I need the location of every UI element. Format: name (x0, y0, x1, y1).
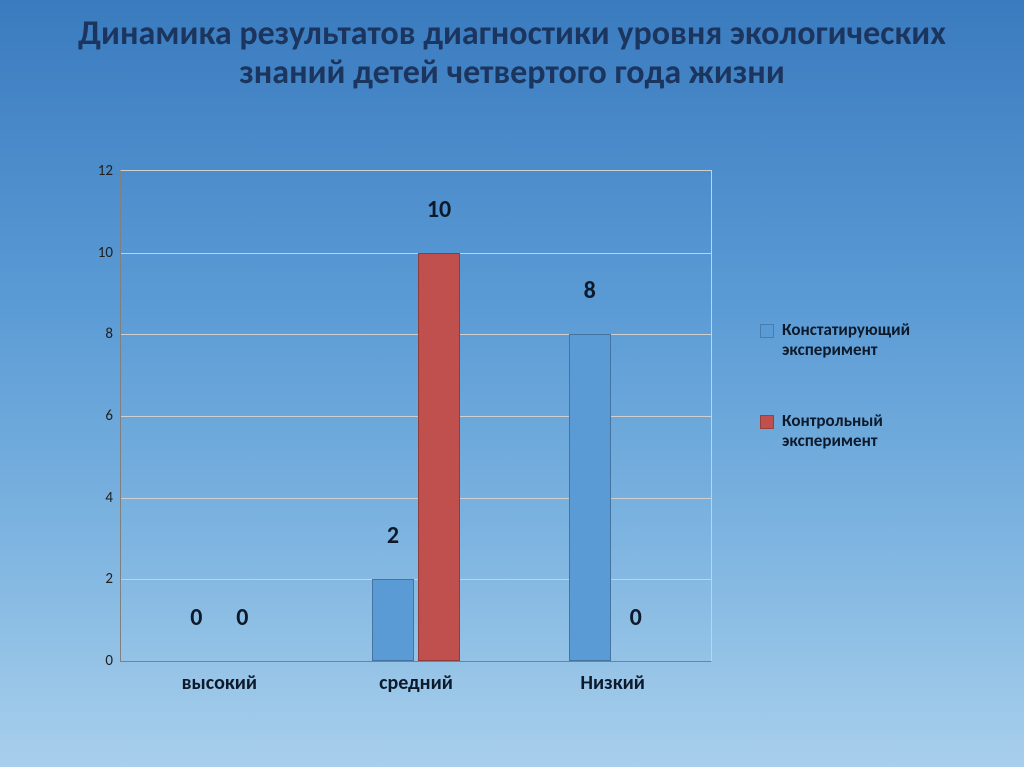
x-category-label: средний (379, 661, 453, 695)
slide: Динамика результатов диагностики уровня … (0, 0, 1024, 767)
gridline (121, 579, 711, 580)
legend: Констатирующий эксперимент Контрольный эк… (760, 320, 942, 502)
y-tick-label: 4 (105, 489, 121, 507)
gridline (121, 253, 711, 254)
bar-value-label: 8 (584, 276, 596, 305)
gridline (121, 416, 711, 417)
y-tick-label: 8 (105, 325, 121, 343)
legend-item: Констатирующий эксперимент (760, 320, 942, 361)
bar-value-label: 0 (630, 603, 642, 632)
gridline (121, 498, 711, 499)
bar (418, 253, 460, 661)
y-tick-label: 2 (105, 570, 121, 588)
y-tick-label: 10 (98, 244, 121, 262)
y-tick-label: 6 (105, 407, 121, 425)
bar-value-label: 2 (387, 521, 399, 550)
x-category-label: Низкий (580, 661, 644, 695)
y-tick-label: 12 (98, 162, 121, 180)
x-category-label: высокий (182, 661, 257, 695)
slide-title: Динамика результатов диагностики уровня … (0, 0, 1024, 92)
chart: 02468101200высокий210средний80Низкий Кон… (60, 170, 960, 730)
legend-label: Контрольный эксперимент (782, 411, 942, 452)
legend-swatch (760, 324, 774, 338)
plot-area: 02468101200высокий210средний80Низкий (120, 170, 712, 662)
legend-swatch (760, 415, 774, 429)
gridline (121, 334, 711, 335)
bar-value-label: 0 (236, 603, 248, 632)
bar (569, 334, 611, 661)
y-tick-label: 0 (105, 652, 121, 670)
bar (372, 579, 414, 661)
bar-value-label: 0 (190, 603, 202, 632)
bar-value-label: 10 (427, 195, 451, 224)
legend-item: Контрольный эксперимент (760, 411, 942, 452)
legend-label: Констатирующий эксперимент (782, 320, 942, 361)
